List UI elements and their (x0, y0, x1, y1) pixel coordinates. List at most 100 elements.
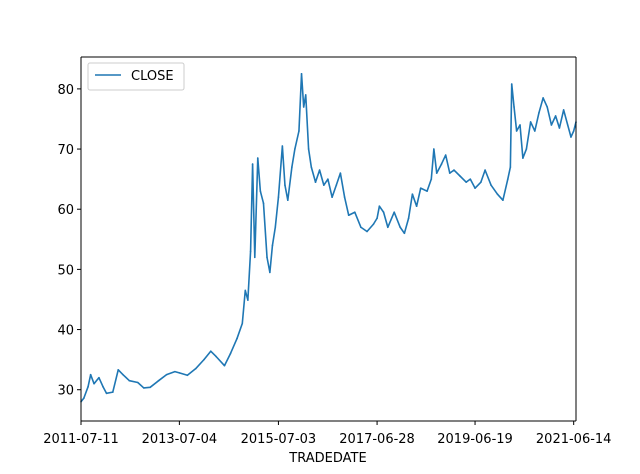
x-tick-label: 2013-07-04 (142, 432, 218, 447)
data-point (89, 373, 92, 376)
data-point (407, 217, 410, 220)
data-point (415, 205, 418, 208)
data-point (360, 226, 362, 229)
data-point (277, 196, 280, 198)
data-point (572, 130, 575, 132)
data-point (247, 299, 249, 301)
data-point (83, 397, 85, 399)
y-tick-label: 80 (57, 83, 74, 98)
data-point (433, 148, 435, 150)
data-point (459, 175, 461, 177)
y-tick-label: 50 (57, 263, 74, 278)
data-point (215, 355, 217, 358)
data-point (542, 97, 544, 99)
data-point (522, 157, 524, 159)
data-point (538, 112, 540, 114)
data-point (490, 184, 492, 186)
data-point (484, 169, 486, 171)
x-axis-title: TRADEDATE (288, 451, 366, 466)
data-point (339, 172, 342, 174)
data-point (241, 322, 244, 325)
data-point (509, 166, 512, 168)
data-point (302, 106, 305, 108)
y-tick-label: 40 (57, 324, 74, 339)
data-point (266, 256, 268, 259)
data-point (209, 350, 212, 353)
data-point (562, 109, 565, 111)
data-point (474, 187, 476, 189)
data-point (550, 124, 553, 126)
x-tick-label: 2021-06-14 (536, 432, 612, 447)
plot-area (81, 57, 576, 421)
data-point (502, 199, 504, 201)
data-point (419, 187, 422, 189)
data-point (294, 148, 296, 150)
data-point (262, 202, 265, 204)
data-point (430, 178, 433, 180)
data-point (165, 373, 168, 376)
data-point (554, 115, 557, 117)
data-point (137, 381, 139, 384)
data-point (223, 364, 226, 367)
data-point (178, 372, 181, 374)
data-point (122, 373, 124, 376)
legend-box (87, 62, 185, 91)
data-point (318, 169, 321, 171)
data-point (387, 226, 389, 229)
data-point (194, 367, 197, 370)
data-point (534, 130, 536, 132)
x-tick-label: 2015-07-03 (241, 432, 317, 447)
data-point (378, 205, 381, 208)
data-point (525, 148, 528, 150)
data-point (298, 130, 300, 132)
data-point (444, 154, 447, 156)
data-point (281, 145, 284, 147)
legend-label: CLOSE (131, 69, 174, 84)
data-point (236, 337, 238, 340)
data-point (515, 130, 518, 132)
data-point (117, 369, 120, 371)
data-point (251, 163, 254, 165)
data-point (347, 214, 350, 217)
data-point (112, 391, 114, 393)
data-point (570, 136, 572, 138)
data-point (87, 385, 89, 388)
data-point (256, 157, 259, 159)
data-point (558, 127, 561, 129)
data-point (480, 181, 482, 183)
data-point (411, 193, 414, 195)
y-axis-ticks: 30 40 50 60 70 80 (57, 83, 81, 399)
data-point (327, 178, 329, 180)
data-point (343, 196, 346, 198)
data-point (287, 199, 289, 201)
data-point (513, 106, 515, 108)
data-point (393, 211, 396, 214)
data-point (98, 376, 100, 379)
data-point (465, 181, 468, 183)
data-point (382, 211, 385, 214)
data-point (253, 256, 256, 259)
data-point (271, 244, 274, 247)
axes-frame (80, 56, 577, 422)
data-point (269, 271, 271, 274)
data-point (546, 106, 548, 108)
series-line-close (80, 73, 577, 403)
data-point (448, 172, 451, 174)
data-point (403, 232, 406, 235)
data-point (440, 163, 443, 165)
data-point (186, 374, 189, 377)
data-point (519, 124, 521, 126)
data-point (426, 190, 428, 192)
y-tick-label: 30 (57, 384, 74, 399)
data-point (300, 73, 303, 75)
data-point (93, 382, 95, 385)
data-point (399, 226, 401, 229)
data-point (304, 94, 307, 96)
data-point (229, 352, 232, 355)
x-tick-label: 2019-06-19 (437, 432, 513, 447)
data-point (105, 392, 108, 395)
data-point (102, 385, 104, 388)
data-point (353, 211, 356, 214)
data-point (203, 358, 205, 361)
